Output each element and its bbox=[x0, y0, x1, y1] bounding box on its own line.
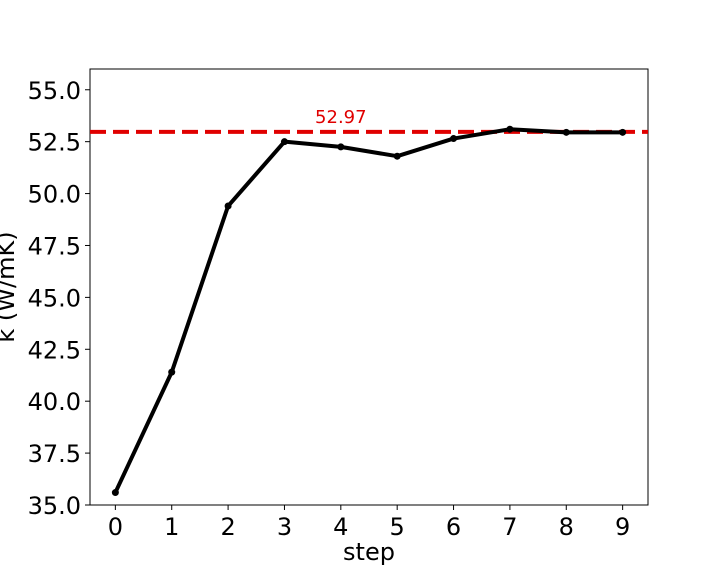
x-tick-label: 3 bbox=[277, 513, 292, 541]
series-line bbox=[113, 127, 625, 495]
y-axis: 35.0 37.5 40.0 42.5 45.0 47.5 50.0 52.5 55.0 bbox=[28, 77, 90, 520]
data-point bbox=[111, 489, 119, 497]
data-point bbox=[506, 125, 514, 133]
y-tick-label: 52.5 bbox=[28, 129, 81, 157]
y-tick-label: 50.0 bbox=[28, 181, 81, 209]
x-axis-label: step bbox=[343, 538, 395, 566]
y-axis-label: k (W/mK) bbox=[0, 231, 20, 342]
reference-line-label: 52.97 bbox=[315, 107, 367, 128]
x-tick-label: 0 bbox=[108, 513, 123, 541]
x-tick-label: 8 bbox=[559, 513, 574, 541]
y-tick-label: 37.5 bbox=[28, 440, 81, 468]
data-point bbox=[619, 128, 627, 136]
y-tick-label: 47.5 bbox=[28, 232, 81, 260]
y-tick-label: 42.5 bbox=[28, 336, 81, 364]
x-tick-label: 7 bbox=[502, 513, 517, 541]
data-point bbox=[450, 135, 458, 143]
data-point bbox=[393, 152, 401, 160]
x-tick-label: 5 bbox=[390, 513, 405, 541]
x-tick-label: 1 bbox=[164, 513, 179, 541]
series-line-group: 52.97 bbox=[90, 107, 648, 497]
y-tick-label: 40.0 bbox=[28, 388, 81, 416]
data-point bbox=[280, 138, 288, 146]
x-axis: 0 1 2 3 4 5 6 7 8 9 bbox=[108, 505, 630, 541]
x-tick-label: 2 bbox=[220, 513, 235, 541]
y-tick-label: 35.0 bbox=[28, 492, 81, 520]
plot-area bbox=[89, 68, 649, 506]
y-tick-label: 55.0 bbox=[28, 77, 81, 105]
x-tick-label: 6 bbox=[446, 513, 461, 541]
data-point bbox=[337, 143, 345, 151]
x-tick-label: 9 bbox=[615, 513, 630, 541]
y-tick-label: 45.0 bbox=[28, 284, 81, 312]
data-point bbox=[562, 128, 570, 136]
data-point bbox=[224, 202, 232, 210]
data-point bbox=[168, 368, 176, 376]
plot-frame bbox=[89, 68, 649, 506]
x-tick-label: 4 bbox=[333, 513, 348, 541]
